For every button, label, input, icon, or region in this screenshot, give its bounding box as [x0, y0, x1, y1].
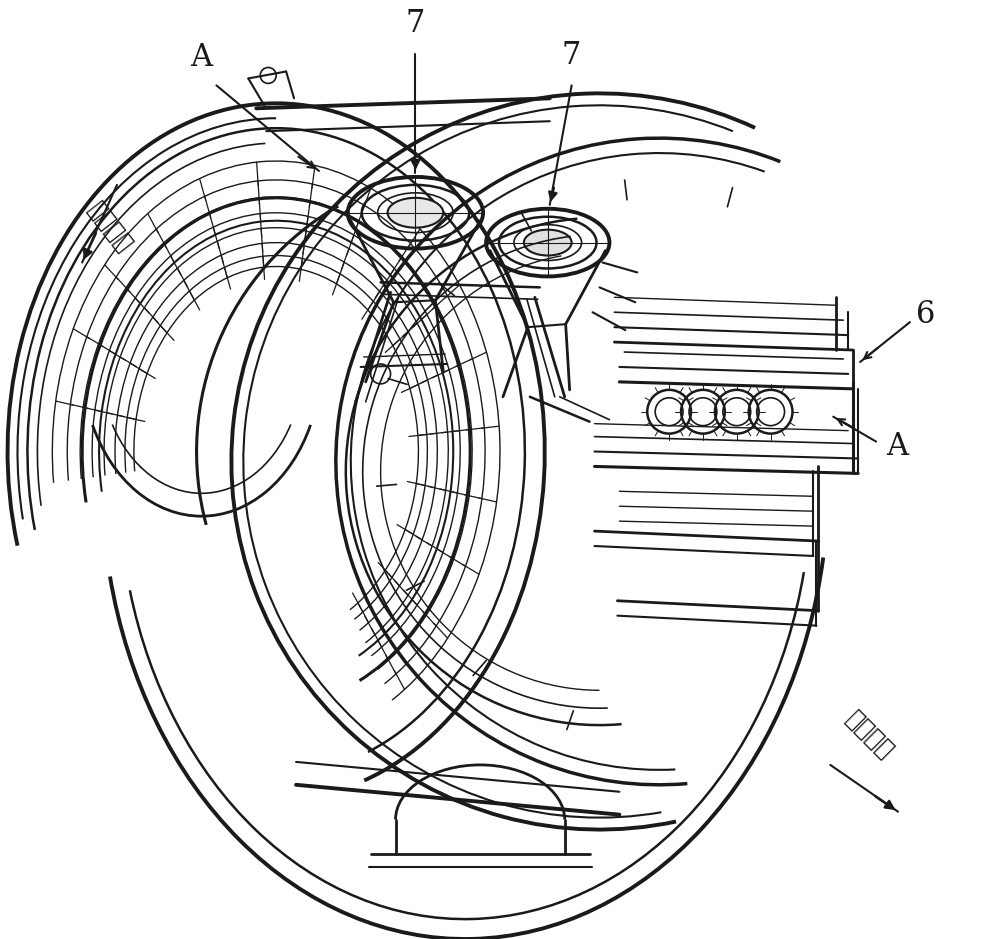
Text: 7: 7 — [562, 40, 581, 71]
Ellipse shape — [524, 230, 572, 255]
Text: A: A — [886, 431, 908, 462]
Text: 排汽方向: 排汽方向 — [842, 706, 899, 763]
Text: 6: 6 — [916, 299, 935, 330]
Ellipse shape — [388, 198, 443, 227]
Text: 7: 7 — [406, 8, 425, 38]
Text: A: A — [190, 42, 213, 73]
Text: 排汽方向: 排汽方向 — [83, 198, 137, 257]
